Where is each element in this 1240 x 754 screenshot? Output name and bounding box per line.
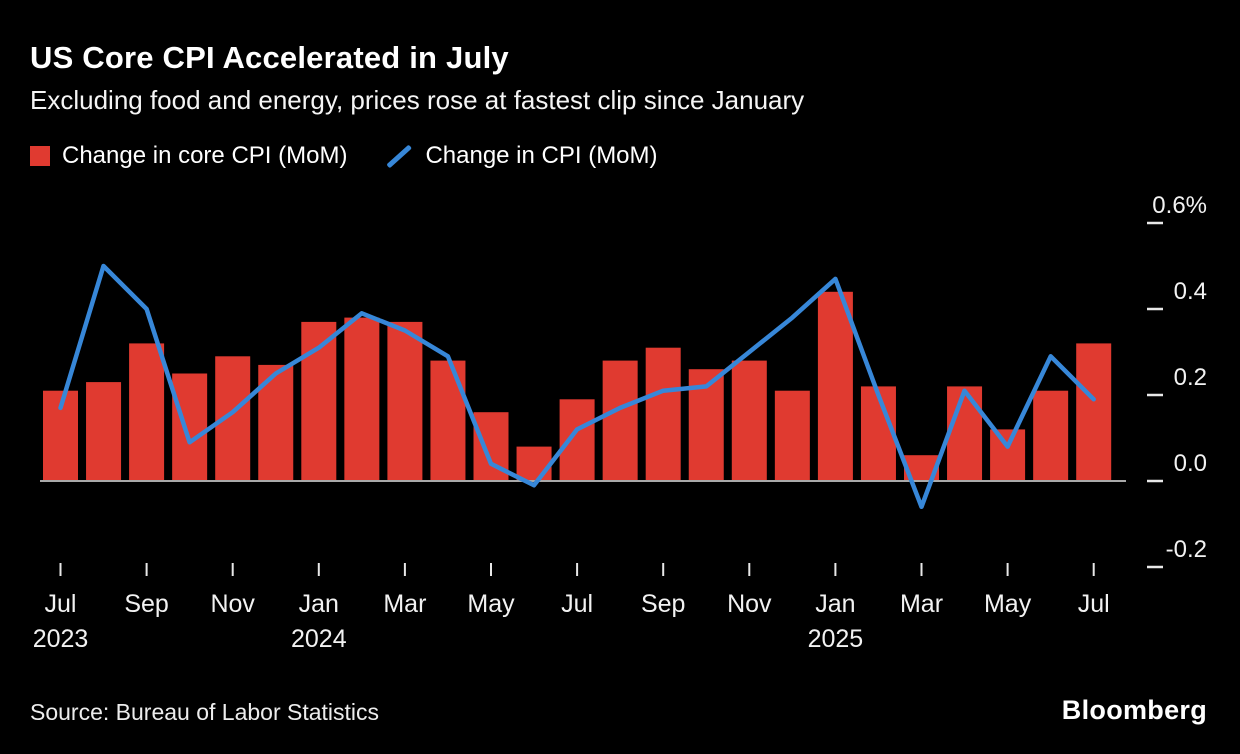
bar-may-2025 bbox=[990, 429, 1026, 481]
x-tick-year-label: 2024 bbox=[291, 625, 347, 653]
legend-label-cpi: Change in CPI (MoM) bbox=[425, 142, 658, 169]
bar-aug-2024 bbox=[602, 360, 638, 481]
x-tick-label: Mar bbox=[383, 590, 426, 618]
bar-jul-2024 bbox=[559, 399, 595, 481]
bar-dec-2024 bbox=[774, 390, 810, 481]
bar-oct-2023 bbox=[172, 373, 208, 481]
bar-apr-2025 bbox=[947, 386, 983, 481]
x-tick-label: Jan bbox=[299, 590, 339, 618]
y-tick-label: 0.2 bbox=[1174, 364, 1207, 391]
bar-sep-2024 bbox=[645, 347, 681, 481]
bar-nov-2024 bbox=[731, 360, 767, 481]
y-tick-label: 0.0 bbox=[1174, 450, 1207, 477]
x-tick-label: May bbox=[984, 590, 1032, 618]
bar-jun-2025 bbox=[1033, 390, 1069, 481]
y-tick-label: 0.6% bbox=[1152, 192, 1207, 219]
y-axis: 0.6% 0.4 0.2 0.0 -0.2 bbox=[1147, 192, 1207, 569]
y-tick-label: 0.4 bbox=[1174, 278, 1207, 305]
core-cpi-bars bbox=[43, 291, 1112, 481]
bar-apr-2024 bbox=[430, 360, 466, 481]
x-tick-label: May bbox=[467, 590, 515, 618]
x-tick-label: Nov bbox=[727, 590, 772, 618]
x-tick-label: Sep bbox=[124, 590, 168, 618]
x-tick-year-label: 2025 bbox=[808, 625, 864, 653]
bar-mar-2024 bbox=[387, 321, 423, 481]
cpi-line bbox=[58, 263, 1096, 510]
y-tick-label: -0.2 bbox=[1166, 536, 1207, 563]
legend-item-core-cpi: Change in core CPI (MoM) bbox=[30, 142, 347, 170]
bar-sep-2023 bbox=[129, 343, 165, 481]
bloomberg-logo: Bloomberg bbox=[1061, 695, 1207, 725]
bar-feb-2025 bbox=[860, 386, 896, 481]
x-tick-label: Mar bbox=[900, 590, 943, 618]
chart-legend: Change in core CPI (MoM) Change in CPI (… bbox=[30, 142, 658, 170]
legend-item-cpi: Change in CPI (MoM) bbox=[385, 142, 658, 170]
x-tick-label: Sep bbox=[641, 590, 685, 618]
x-tick-label: Nov bbox=[210, 590, 255, 618]
x-tick-label: Jul bbox=[45, 590, 77, 618]
chart-title: US Core CPI Accelerated in July bbox=[30, 40, 509, 75]
bar-jun-2024 bbox=[516, 446, 552, 481]
x-tick-label: Jul bbox=[1078, 590, 1110, 618]
x-axis: Jul 2023 Sep Nov Jan 2024 Mar May Jul Sep Nov Jan 20… bbox=[33, 563, 1110, 653]
bar-jan-2025 bbox=[817, 291, 853, 481]
core-cpi-swatch bbox=[30, 146, 50, 166]
x-tick-label: Jul bbox=[561, 590, 593, 618]
bar-aug-2023 bbox=[86, 382, 122, 481]
chart-subtitle: Excluding food and energy, prices rose a… bbox=[30, 85, 805, 115]
x-tick-label: Jan bbox=[815, 590, 855, 618]
bar-jul-2025 bbox=[1076, 343, 1112, 481]
bar-feb-2024 bbox=[344, 317, 380, 481]
source-note: Source: Bureau of Labor Statistics bbox=[30, 699, 380, 725]
legend-label-core-cpi: Change in core CPI (MoM) bbox=[62, 142, 348, 169]
x-tick-year-label: 2023 bbox=[33, 625, 89, 653]
